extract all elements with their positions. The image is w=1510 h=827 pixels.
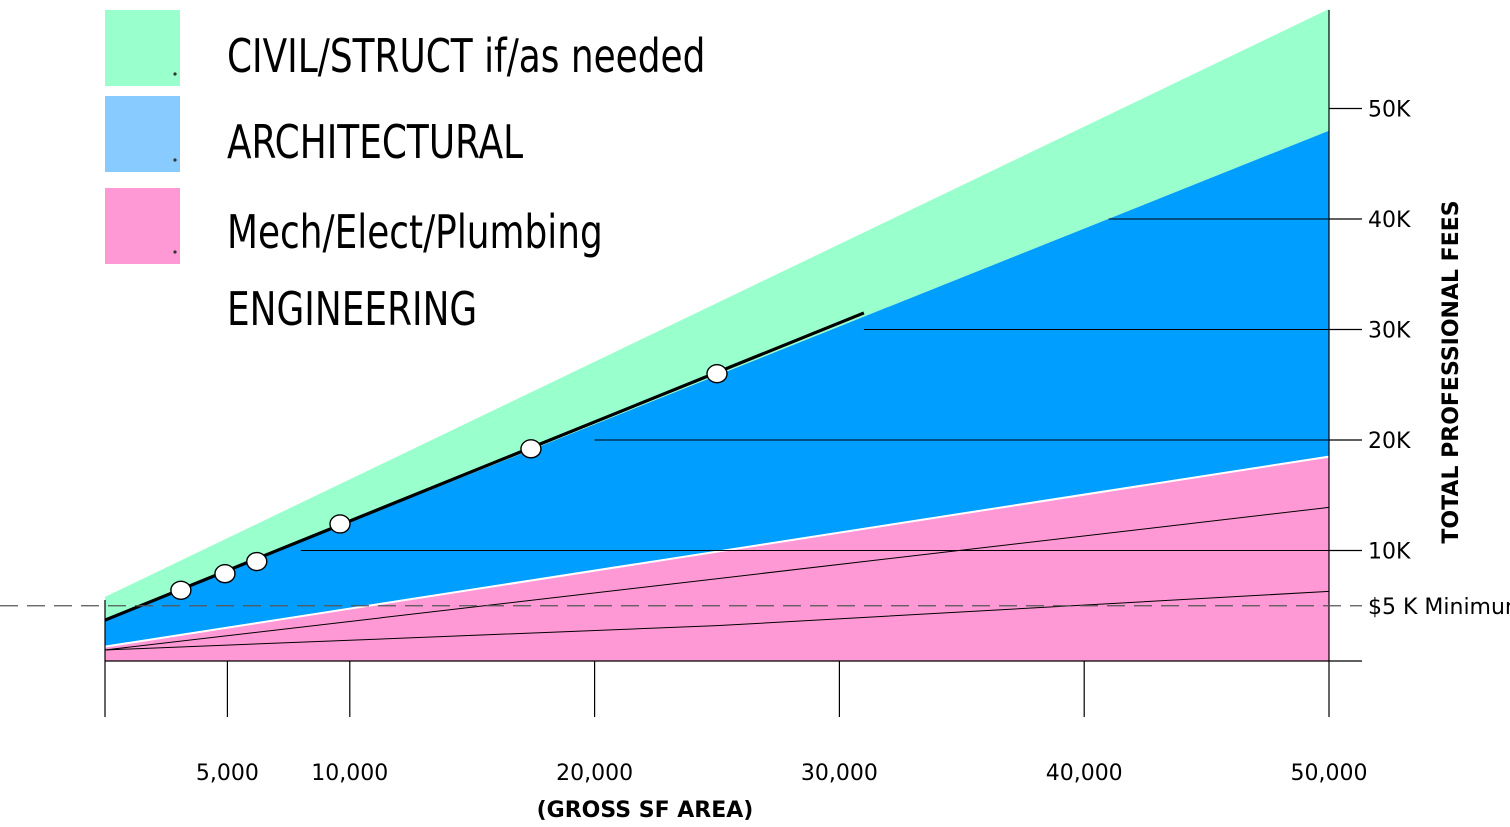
x-tick-label: 10,000 [311, 761, 388, 786]
axes: 5,000 10,000 20,000 30,000 40,000 50,000 $5 K … [0, 10, 1510, 786]
leader-lines [300, 218, 1362, 551]
sample-point [329, 514, 351, 534]
legend-dot-mep [173, 250, 177, 254]
sample-point [706, 364, 728, 384]
sample-point [246, 551, 268, 572]
legend-label-mep-line2: ENGINEERING [227, 283, 477, 337]
area-mep [105, 456, 1329, 661]
x-tick-label: 30,000 [801, 761, 878, 786]
legend-label-arch: ARCHITECTURAL [227, 116, 523, 170]
legend: CIVIL/STRUCT if/as needed ARCHITECTURAL Me… [105, 10, 705, 336]
legend-label-civil: CIVIL/STRUCT if/as needed [227, 30, 705, 84]
y-tick-label: 20K [1368, 429, 1411, 454]
sample-point [170, 580, 192, 600]
x-tick-label: 40,000 [1046, 761, 1123, 786]
y-tick-label: 40K [1368, 208, 1411, 233]
y-tick-label: 50K [1368, 98, 1411, 123]
legend-dot-civil [173, 72, 177, 76]
sample-point [214, 564, 236, 584]
area-series [104, 9, 1330, 661]
legend-dot-arch [173, 158, 177, 162]
mep-line-2 [104, 590, 1330, 651]
legend-swatch-arch [105, 96, 180, 172]
x-axis-title: (GROSS SF AREA) [537, 798, 754, 823]
y-tick-label: 10K [1368, 540, 1411, 565]
y-tick-label: 30K [1368, 319, 1411, 344]
legend-label-mep: Mech/Elect/Plumbing [227, 206, 603, 260]
x-tick-label: 5,000 [196, 761, 259, 786]
area-arch [105, 130, 1329, 647]
sample-points [170, 364, 728, 600]
sample-point [520, 439, 542, 459]
legend-swatch-civil [105, 10, 180, 86]
y-axis-title: TOTAL PROFESSIONAL FEES [1439, 200, 1464, 543]
x-tick-label: 20,000 [556, 761, 633, 786]
mep-line-1 [104, 506, 1330, 651]
x-tick-label: 50,000 [1291, 761, 1368, 786]
area-civil [105, 9, 1329, 621]
legend-swatch-mep [105, 188, 180, 264]
mep-top-edge [104, 455, 1330, 648]
y-tick-label: $5 K Minimum [1368, 595, 1510, 620]
mep-divider-lines [104, 506, 1330, 651]
